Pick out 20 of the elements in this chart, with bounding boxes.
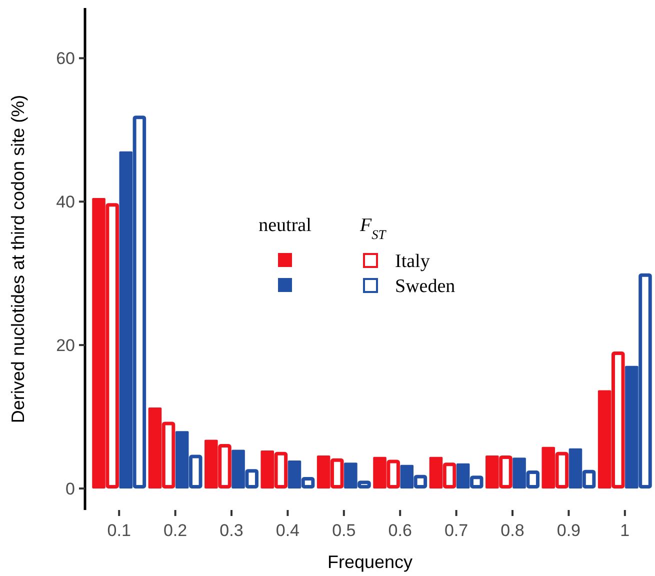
x-tick-label: 1	[620, 521, 630, 540]
x-tick-label: 0.3	[220, 521, 244, 540]
x-axis-title: Frequency	[327, 552, 413, 572]
x-tick-label: 0.5	[332, 521, 356, 540]
x-tick-label: 0.6	[388, 521, 412, 540]
y-tick-label: 60	[56, 49, 75, 68]
y-tick-label: 40	[56, 192, 75, 212]
x-tick-label: 0.9	[556, 521, 581, 540]
x-tick-label: 0.8	[500, 521, 524, 540]
x-tick-label: 0.4	[276, 521, 300, 540]
x-tick-label: 0.1	[107, 521, 131, 540]
x-tick-label: 0.2	[163, 521, 188, 540]
y-tick-label: 20	[56, 336, 75, 356]
y-axis-title: Derived nuclotides at third codon site (%)	[8, 94, 28, 424]
legend-label: Sweden	[395, 276, 456, 297]
y-tick-label: 0	[66, 479, 75, 498]
annotation: F$_{ST}$	[359, 215, 388, 242]
legend-label: Italy	[395, 251, 430, 272]
annotation: neutral	[258, 215, 312, 236]
x-tick-label: 0.7	[444, 521, 468, 540]
